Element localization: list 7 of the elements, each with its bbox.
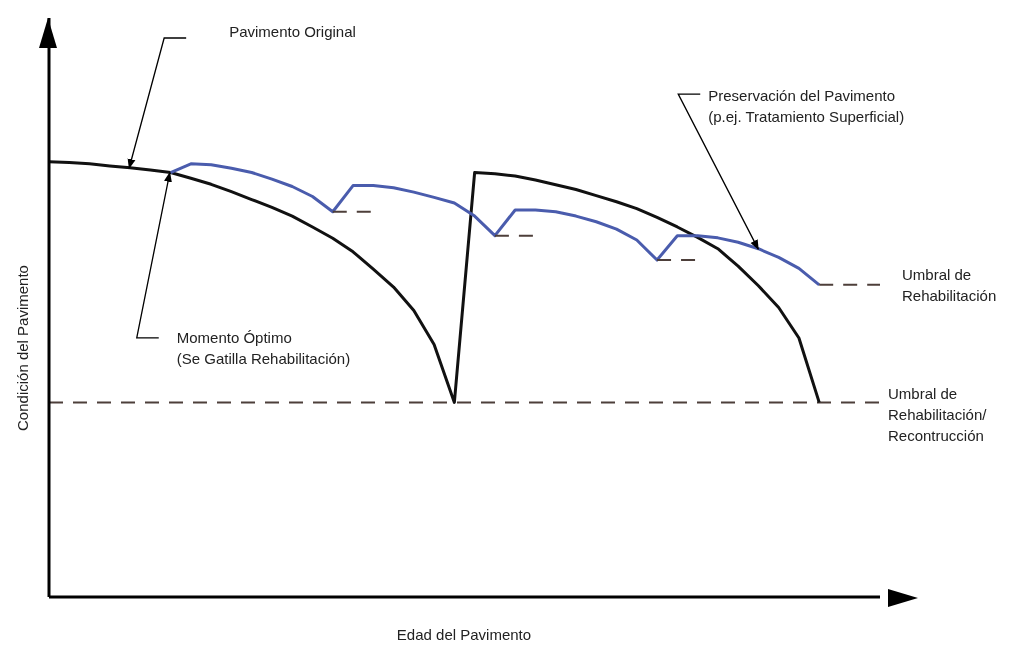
y-axis-title: Condición del Pavimento	[14, 265, 31, 431]
annotation: Momento Óptimo (Se Gatilla Rehabilitación)	[176, 328, 351, 367]
text: Pavimento Original	[229, 23, 356, 41]
ref-line-label: Umbral de Rehabilitación/ Recontrucción	[888, 385, 988, 445]
text: Preservación del Pavimento (p.ej. Tratamiento Superficial)	[708, 87, 905, 126]
text: Umbral de Rehabilitación	[902, 266, 997, 305]
x-axis-title: Edad del Pavimento	[396, 626, 532, 643]
